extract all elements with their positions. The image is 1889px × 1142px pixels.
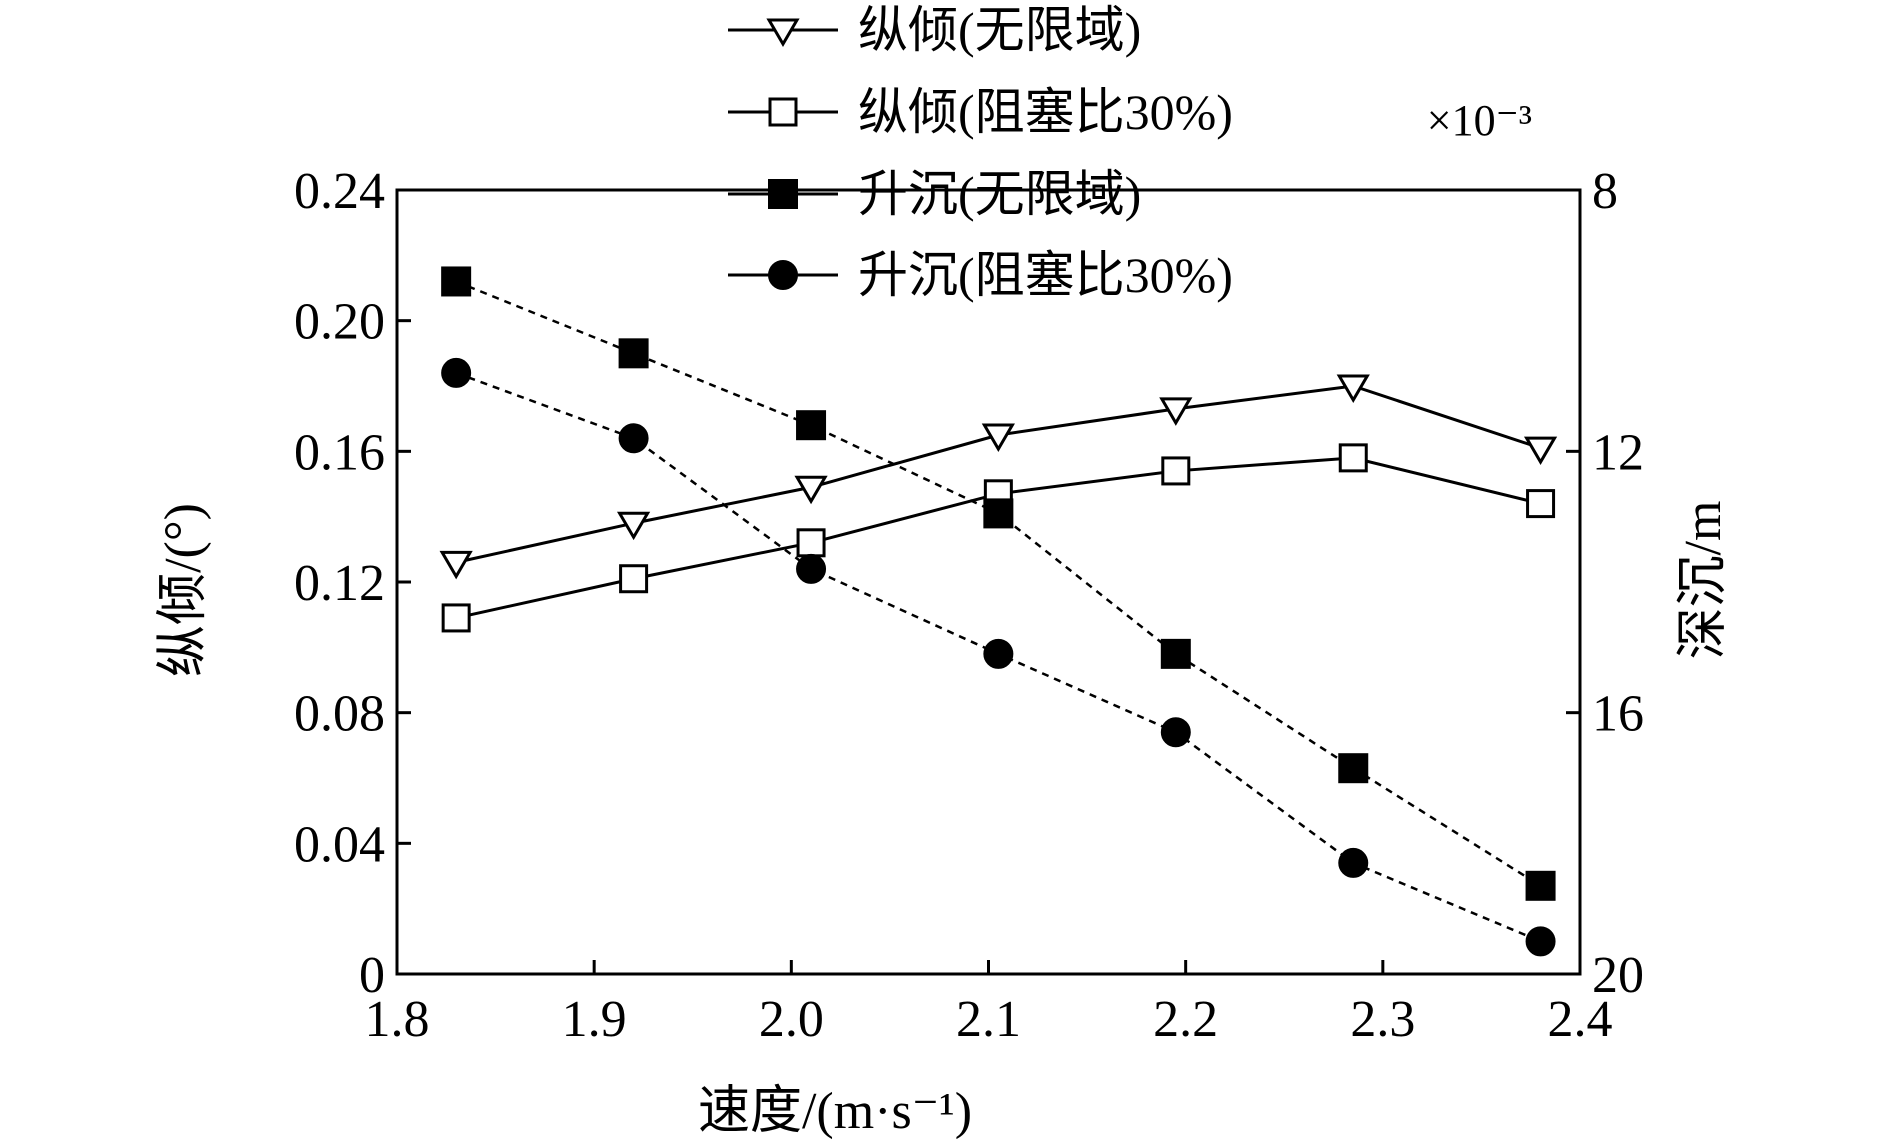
x-tick-label: 2.3	[1350, 991, 1415, 1048]
legend-entry-2: 纵倾(阻塞比30%)	[728, 84, 1233, 140]
x-tick-label: 1.8	[365, 991, 430, 1048]
data-point	[618, 338, 649, 369]
legend-marker	[768, 179, 798, 209]
legend: 纵倾(无限域) 纵倾(阻塞比30%) 升沉(无限域) 升沉(阻塞比30%)	[728, 2, 1233, 303]
x-axis-title: 速度/(m·s⁻¹)	[698, 1083, 972, 1140]
data-point	[1338, 847, 1369, 878]
y-tick-label: 0.12	[294, 555, 385, 612]
x-tick-label: 2.4	[1548, 991, 1613, 1048]
legend-label: 升沉(无限域)	[858, 166, 1141, 222]
series-1	[439, 374, 1558, 580]
data-point	[1336, 374, 1370, 403]
x-tick-label: 2.2	[1153, 991, 1218, 1048]
series-line-3	[455, 280, 1542, 887]
legend-entry-4: 升沉(阻塞比30%)	[728, 247, 1233, 303]
x-tick-label: 1.9	[562, 991, 627, 1048]
data-point	[439, 550, 473, 580]
series-4	[441, 357, 1556, 957]
data-point	[1523, 436, 1558, 466]
data-point	[796, 553, 827, 584]
y2-tick-label: 16	[1592, 686, 1644, 743]
y2-axis-title: 深沉/m	[1675, 501, 1732, 660]
data-point	[1338, 443, 1368, 473]
y2-tick-label: 12	[1592, 424, 1644, 481]
legend-marker	[768, 260, 798, 290]
axes: 1.8 1.9 2.0 2.1 2.2 2.3 2.4 0 0.04 0.08 0.12 0.16 0.…	[294, 163, 1644, 1048]
data-point	[618, 423, 649, 454]
y-tick-label: 0.20	[294, 294, 385, 351]
data-point	[1338, 753, 1369, 784]
legend-entry-1: 纵倾(无限域)	[728, 2, 1141, 58]
data-point	[1526, 489, 1556, 519]
y-axis-title: 纵倾/(°)	[155, 503, 212, 677]
data-point	[441, 357, 472, 388]
series-3	[441, 266, 1556, 901]
data-point	[619, 564, 649, 594]
data-point	[796, 528, 826, 558]
y-tick-label: 0.04	[294, 816, 385, 873]
series-line-1	[455, 384, 1542, 564]
data-point	[983, 638, 1014, 669]
series-2	[441, 443, 1556, 633]
legend-label: 纵倾(阻塞比30%)	[858, 84, 1233, 140]
y-tick-label: 0	[359, 947, 385, 1004]
y2-tick-label: 8	[1592, 163, 1618, 220]
y2-exponent-label: ×10⁻³	[1427, 96, 1532, 145]
legend-entry-3: 升沉(无限域)	[728, 166, 1141, 222]
legend-marker	[766, 18, 800, 47]
legend-label: 纵倾(无限域)	[858, 2, 1141, 58]
legend-marker	[768, 97, 798, 127]
y2-tick-label: 20	[1592, 947, 1644, 1004]
data-point	[441, 266, 472, 297]
data-point	[1160, 717, 1191, 748]
x-tick-label: 2.1	[956, 991, 1021, 1048]
plot-frame	[395, 188, 1582, 976]
y-tick-label: 0.08	[294, 686, 385, 743]
data-point	[441, 603, 471, 633]
data-point	[794, 475, 828, 505]
y-tick-label: 0.16	[294, 424, 385, 481]
axis-titles: 速度/(m·s⁻¹) 纵倾/(°) 深沉/m ×10⁻³	[155, 96, 1732, 1140]
data-point	[796, 410, 827, 441]
data-point	[1161, 456, 1191, 486]
x-tick-label: 2.0	[759, 991, 824, 1048]
data-point	[616, 511, 651, 541]
data-point	[983, 498, 1014, 529]
series-layer	[439, 266, 1558, 957]
y-tick-label: 0.24	[294, 163, 385, 220]
data-point	[1159, 397, 1193, 426]
data-point	[1525, 870, 1556, 901]
data-point	[981, 423, 1015, 452]
legend-label: 升沉(阻塞比30%)	[858, 247, 1233, 303]
data-point	[1525, 926, 1556, 957]
data-point	[1160, 638, 1191, 669]
